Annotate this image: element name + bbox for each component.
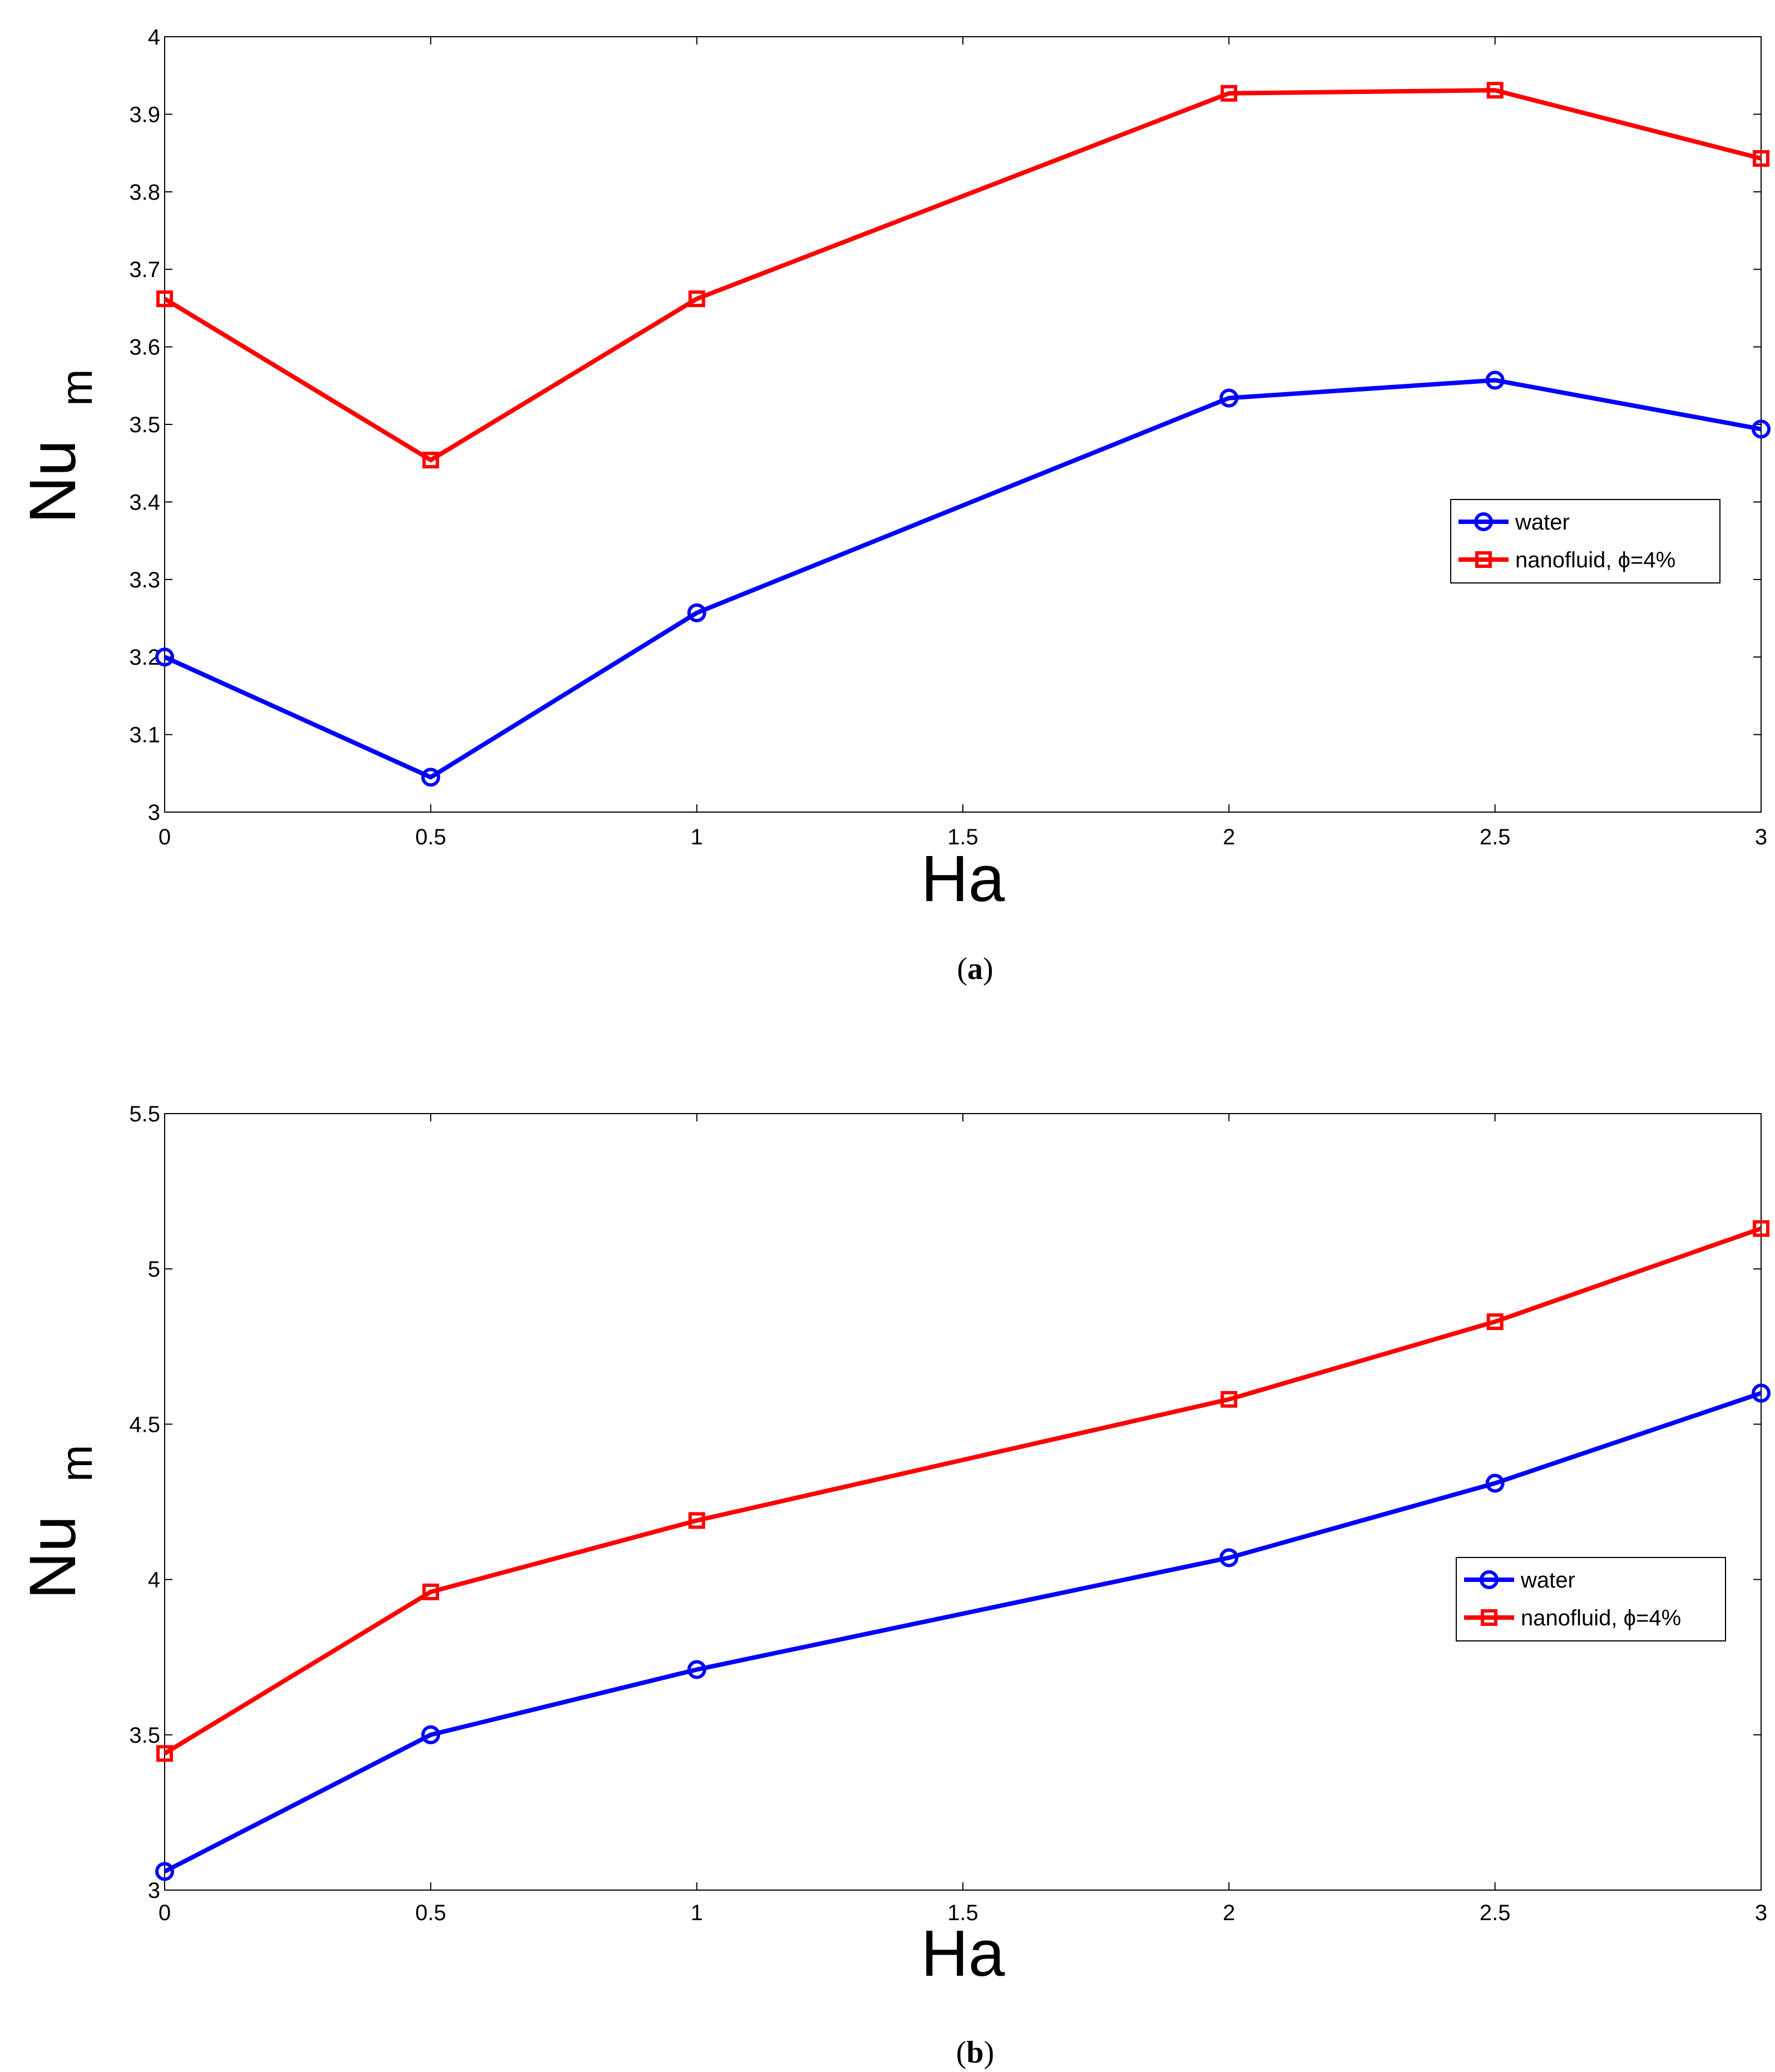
y-axis-label-subscript: m	[52, 1445, 101, 1482]
x-tick-label: 3	[1755, 825, 1767, 849]
data-point-circle	[1752, 1383, 1771, 1403]
y-tick-label: 3.3	[129, 568, 160, 592]
x-tick-label: 1	[691, 1901, 703, 1925]
legend-label-1: nanofluid, ϕ=4%	[1521, 1606, 1681, 1630]
series-line-0	[164, 378, 1762, 780]
x-axis-label: Ha	[921, 842, 1005, 916]
legend-label-0: water	[1520, 1568, 1575, 1593]
data-point-circle	[421, 1725, 441, 1744]
x-axis-label: Ha	[921, 1917, 1005, 1990]
caption-paren-close: )	[983, 952, 993, 986]
chart-panel-a: 0 0.5 1 1.5 2 2.5 3 3 3.1 3.2 3.3 3.4 3.5 3.6 3.7 3.8 3.…	[16, 25, 1771, 986]
y-axis-label-main: Nu	[16, 1516, 90, 1600]
x-tick-label: 1.5	[947, 825, 978, 849]
y-tick-label: 4.5	[129, 1412, 160, 1437]
x-tick-label: 1.5	[947, 1901, 978, 1925]
data-point-square	[422, 452, 439, 469]
legend-box	[1450, 499, 1720, 583]
panel-caption: (b)	[956, 2035, 994, 2070]
y-tick-label: 3.5	[129, 1723, 160, 1748]
caption-letter: a	[967, 952, 983, 986]
caption-paren-open: (	[956, 2035, 967, 2070]
legend-box	[1456, 1557, 1726, 1641]
data-point-circle	[1219, 1548, 1239, 1567]
x-tick-label: 0	[159, 825, 171, 849]
data-point-square	[688, 1512, 705, 1529]
x-tick-label: 2.5	[1480, 825, 1511, 849]
caption-letter: b	[966, 2035, 983, 2070]
data-point-square	[1220, 85, 1238, 102]
plot-area-frame	[164, 36, 1762, 813]
data-point-circle	[687, 1660, 706, 1679]
series-line-1	[163, 1226, 1762, 1755]
y-tick-label: 3.2	[129, 645, 160, 670]
plot-area-frame	[164, 1113, 1762, 1891]
y-tick-label: 3.4	[129, 490, 160, 515]
data-point-circle	[1219, 388, 1239, 408]
y-tick-label: 5.5	[129, 1102, 160, 1126]
y-axis-label-subscript: m	[52, 369, 101, 406]
legend-label-1: nanofluid, ϕ=4%	[1515, 548, 1675, 572]
x-tick-label: 0	[159, 1901, 171, 1925]
data-point-square	[156, 290, 173, 308]
data-point-circle	[155, 1862, 174, 1881]
y-axis-label: Nu m	[16, 1445, 101, 1599]
data-point-square	[1486, 82, 1504, 99]
caption-paren-open: (	[957, 952, 967, 986]
data-point-square	[1486, 1313, 1504, 1331]
panel-caption: (a)	[957, 952, 993, 986]
caption-paren-close: )	[984, 2035, 995, 2070]
y-tick-label: 3.8	[129, 180, 160, 205]
data-point-circle	[1485, 370, 1505, 390]
y-tick-label: 3.5	[129, 413, 160, 437]
data-point-square	[422, 1583, 439, 1600]
data-point-circle	[155, 647, 174, 667]
series-line-1	[163, 88, 1762, 463]
y-tick-label: 3.7	[129, 258, 160, 282]
x-tick-label: 1	[691, 825, 703, 849]
data-point-square	[1753, 1220, 1769, 1237]
x-tick-label: 0.5	[416, 825, 447, 849]
data-point-square	[688, 290, 705, 308]
series-line-0	[164, 1391, 1762, 1874]
y-tick-label: 5	[148, 1257, 160, 1282]
legend-marker-circle	[1474, 512, 1493, 531]
y-tick-label: 3.9	[129, 102, 160, 127]
data-point-square	[1753, 150, 1769, 167]
y-axis-label: Nu m	[16, 369, 101, 523]
data-point-circle	[687, 603, 706, 622]
y-tick-label: 3	[148, 800, 160, 825]
data-point-circle	[421, 768, 441, 787]
y-axis-label-main: Nu	[16, 440, 90, 524]
data-point-square	[156, 1745, 173, 1762]
x-tick-label: 2	[1223, 825, 1235, 849]
x-tick-label: 3	[1755, 1901, 1767, 1925]
x-tick-label: 2.5	[1480, 1901, 1511, 1925]
y-tick-label: 4	[148, 1568, 160, 1593]
y-tick-label: 3.1	[129, 723, 160, 748]
legend-marker-square	[1481, 1609, 1497, 1626]
data-point-circle	[1752, 419, 1771, 439]
y-tick-label: 4	[148, 25, 160, 50]
chart-panel-b: 0 0.5 1 1.5 2 2.5 3 3 3.5 4 4.5 5 5.5 Ha Nu m water nanof…	[16, 1102, 1771, 2070]
legend-label-0: water	[1515, 510, 1570, 535]
legend-marker-circle	[1480, 1570, 1499, 1589]
legend-marker-square	[1475, 551, 1492, 568]
x-tick-label: 0.5	[416, 1901, 447, 1925]
x-tick-label: 2	[1223, 1901, 1235, 1925]
data-point-circle	[1485, 1473, 1505, 1493]
y-tick-label: 3.6	[129, 335, 160, 360]
data-point-square	[1220, 1391, 1238, 1408]
y-tick-label: 3	[148, 1878, 160, 1903]
